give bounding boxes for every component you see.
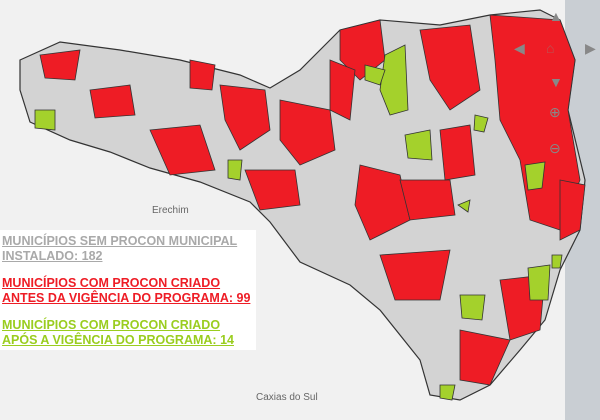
legend-sem-procon: MUNICÍPIOS SEM PROCON MUNICIPAL INSTALAD…	[2, 234, 238, 263]
state-shape	[19, 9, 586, 401]
zoom-in-icon[interactable]: ⊕	[549, 104, 561, 120]
legend: MUNICÍPIOS SEM PROCON MUNICIPAL INSTALAD…	[0, 230, 256, 350]
pan-left-icon[interactable]: ◀	[514, 40, 525, 56]
pan-up-icon[interactable]: ▲	[549, 8, 563, 24]
municipalities-after	[34, 44, 563, 401]
city-label: Erechim	[152, 205, 189, 216]
legend-apos: MUNICÍPIOS COM PROCON CRIADO APÓS A VIGÊ…	[2, 318, 234, 347]
zoom-out-icon[interactable]: ⊖	[549, 140, 561, 156]
city-label: Caxias do Sul	[256, 392, 318, 403]
pan-right-icon[interactable]: ▶	[585, 40, 596, 56]
pan-down-icon[interactable]: ▼	[549, 74, 563, 90]
municipalities-before	[39, 14, 586, 386]
legend-antes: MUNICÍPIOS COM PROCON CRIADO ANTES DA VI…	[2, 276, 251, 305]
home-icon[interactable]: ⌂	[546, 40, 555, 56]
